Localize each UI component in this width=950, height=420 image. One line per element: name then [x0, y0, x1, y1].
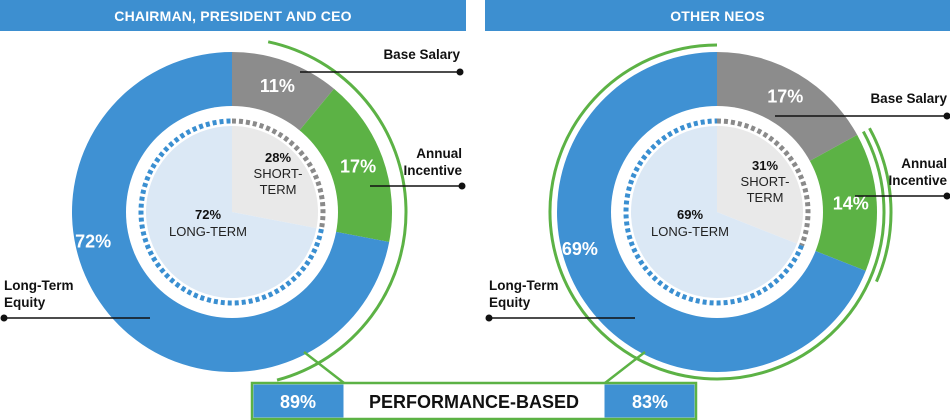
incentive-arc: [868, 127, 893, 283]
callout-base-salary-dot: [456, 68, 464, 76]
inner-long-term-fill: [630, 126, 797, 298]
perf-neos-fill: [604, 384, 695, 418]
label-equity: Equity: [489, 295, 531, 310]
label-annual: Annual: [901, 156, 947, 171]
long-term-percent: 69%: [677, 207, 703, 222]
header-ceo: CHAIRMAN, PRESIDENT AND CEO: [0, 0, 466, 31]
short-term-percent: 28%: [265, 150, 291, 165]
callout-annual-incentive-dot: [943, 192, 950, 200]
slice-label-annual-incentive: 17%: [340, 157, 376, 177]
perf-neos-value: 83%: [632, 392, 668, 412]
inner-long-term-fill: [146, 126, 317, 298]
performance-based-bar: 89% PERFORMANCE-BASED 83%: [250, 351, 698, 420]
label-long-term: Long-Term: [4, 278, 74, 293]
short-term-percent: 31%: [752, 158, 778, 173]
callout-base-salary-dot: [943, 112, 950, 120]
slice-label-base-salary: 11%: [260, 76, 295, 96]
perf-ceo-fill: [253, 384, 344, 418]
inner-short-term-fill: [717, 126, 803, 244]
label-annual: Annual: [416, 146, 462, 161]
long-term-percent: 72%: [195, 207, 221, 222]
label-base-salary: Base Salary: [870, 91, 947, 106]
neos-chart: 17% 14% 69% 31%SHORT-TERM 69% LONG-TERM Base S…: [485, 43, 950, 381]
ceo-chart: 11% 17% 72% 28%SHORT-TERM 72% LONG-TERM Base S…: [0, 40, 466, 382]
slice-label-long-term-equity: 72%: [75, 232, 111, 252]
inner-short-term-dash: [716, 118, 811, 247]
short-term-label-a: SHORT-: [741, 174, 790, 189]
callout-long-term-equity-dot: [0, 314, 8, 322]
long-term-label: LONG-TERM: [169, 224, 247, 239]
inner-short-term-fill: [232, 126, 319, 229]
label-long-term: Long-Term: [489, 278, 559, 293]
label-base-salary: Base Salary: [383, 47, 460, 62]
short-term-incentive-arc: [267, 40, 408, 382]
short-term-label-b: TERM: [747, 190, 784, 205]
perf-connector-left: [303, 351, 345, 384]
performance-arc-outer: [548, 43, 886, 381]
callout-annual-incentive-dot: [458, 182, 466, 190]
label-incentive: Incentive: [888, 173, 947, 188]
slice-label-base-salary: 17%: [767, 87, 803, 107]
label-incentive: Incentive: [403, 163, 462, 178]
slice-label-annual-incentive: 14%: [833, 194, 869, 214]
short-term-label-a: SHORT-: [254, 166, 303, 181]
perf-ceo-value: 89%: [280, 392, 316, 412]
perf-connector-right: [604, 351, 646, 384]
inner-long-term-dash: [138, 118, 324, 306]
label-equity: Equity: [4, 295, 46, 310]
perf-label: PERFORMANCE-BASED: [369, 392, 579, 412]
short-term-label-b: TERM: [260, 182, 297, 197]
header-other-neos: OTHER NEOS: [485, 0, 950, 31]
inner-long-term-dash: [623, 118, 804, 306]
inner-short-term-dash: [231, 118, 326, 230]
callout-long-term-equity-dot: [485, 314, 493, 322]
slice-label-long-term-equity: 69%: [562, 239, 598, 259]
long-term-label: LONG-TERM: [651, 224, 729, 239]
